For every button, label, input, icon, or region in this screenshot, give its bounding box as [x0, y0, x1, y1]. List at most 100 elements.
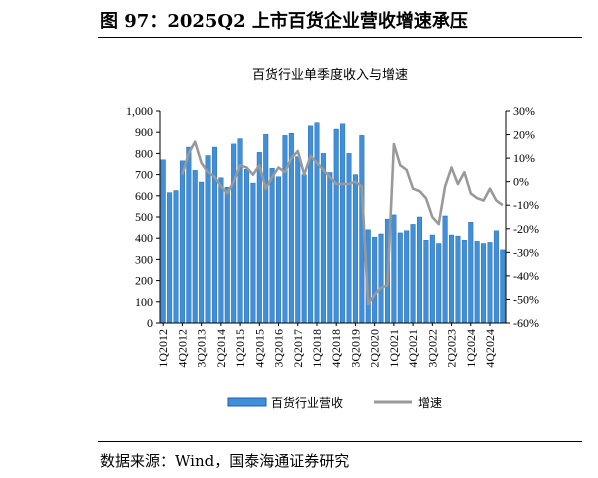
bar	[372, 236, 378, 324]
bar	[269, 168, 275, 324]
bar	[493, 230, 499, 324]
legend-swatch-revenue	[227, 397, 267, 407]
y-right-tick-label: 20%	[513, 128, 535, 142]
bar	[416, 216, 423, 324]
bar	[199, 181, 205, 324]
y-left-tick-label: 400	[135, 231, 153, 245]
x-tick-label: 1Q2015	[233, 329, 247, 368]
bar	[500, 249, 506, 324]
y-left-tick-label: 500	[135, 210, 153, 224]
x-tick-label: 4Q2012	[175, 329, 189, 368]
y-left-tick-label: 1,000	[126, 104, 153, 118]
x-tick-label: 1Q2012	[156, 329, 170, 368]
y-left-tick-label: 800	[135, 146, 153, 160]
y-left-tick-label: 900	[135, 125, 153, 139]
y-right-tick-label: -30%	[513, 245, 539, 259]
x-tick-label: 2Q2017	[291, 329, 305, 368]
bar-series	[160, 122, 506, 324]
x-tick-label: 2Q2014	[214, 329, 228, 368]
bar	[224, 187, 230, 324]
bar	[397, 232, 403, 324]
x-tick-label: 3Q2016	[272, 329, 286, 368]
legend: 百货行业营收 增速	[227, 395, 442, 410]
x-tick-label: 1Q2021	[387, 329, 401, 368]
bar	[192, 170, 198, 324]
bar	[263, 134, 269, 324]
bar	[346, 153, 352, 324]
bar	[314, 122, 320, 324]
y-left-tick-label: 300	[135, 252, 153, 266]
bar	[320, 153, 326, 324]
bar	[295, 156, 301, 324]
bar	[231, 143, 237, 324]
bar	[250, 182, 256, 324]
x-tick-label: 4Q2018	[329, 329, 343, 368]
bar	[391, 214, 397, 324]
bar	[481, 243, 487, 324]
y-left-tick-label: 700	[135, 168, 153, 182]
bar	[429, 234, 435, 324]
bar	[378, 233, 384, 324]
title-rule	[98, 37, 582, 38]
y-left-tick-label: 600	[135, 189, 153, 203]
x-tick-label: 3Q2013	[195, 329, 209, 368]
y-right-tick-label: -10%	[513, 198, 539, 212]
x-tick-label: 2Q2020	[368, 329, 382, 368]
bar	[173, 190, 179, 324]
bar	[340, 123, 346, 324]
bar	[352, 174, 358, 324]
y-right-tick-label: -20%	[513, 222, 539, 236]
bar	[474, 241, 480, 324]
bar	[449, 234, 455, 324]
gridlines	[160, 110, 506, 303]
x-tick-label: 2Q2023	[445, 329, 459, 368]
chart-title: 百货行业单季度收入与增速	[252, 67, 408, 83]
chart: 百货行业单季度收入与增速 0 100 200 300 400 500 600 700 800 90…	[126, 67, 539, 410]
bar	[218, 177, 224, 324]
axes: 0 100 200 300 400 500 600 700 800 900 1,000 -60% -50…	[126, 104, 539, 368]
y-right-tick-label: 10%	[513, 151, 535, 165]
line-series	[181, 140, 504, 306]
bar	[186, 146, 192, 324]
x-tick-label: 4Q2015	[252, 329, 266, 368]
bar	[423, 240, 429, 324]
bar	[404, 230, 410, 324]
bar	[211, 146, 217, 324]
bar	[468, 222, 474, 324]
y-left-tick-label: 200	[135, 274, 153, 288]
y-right-tick-label: -60%	[513, 316, 539, 330]
x-tick-label: 1Q2024	[464, 329, 478, 368]
y-left-tick-label: 100	[135, 295, 153, 309]
source-rule	[98, 441, 582, 442]
bar	[160, 159, 166, 324]
y-right-tick-label: -50%	[513, 292, 539, 306]
bar	[276, 176, 282, 324]
x-tick-label: 4Q2021	[406, 329, 420, 368]
x-tick-label: 4Q2024	[483, 329, 497, 368]
growth-line	[181, 140, 504, 306]
bar	[333, 128, 339, 324]
bar	[256, 152, 262, 324]
bar	[167, 192, 173, 324]
bar	[243, 169, 250, 324]
legend-label-growth: 增速	[418, 396, 442, 410]
bar	[442, 215, 448, 324]
bar	[205, 155, 211, 324]
bar	[436, 243, 442, 324]
bar	[301, 174, 307, 324]
legend-label-revenue: 百货行业营收	[271, 395, 343, 410]
x-tick-label: 1Q2018	[310, 329, 324, 368]
bar	[327, 172, 333, 324]
y-left-tick-label: 0	[147, 316, 153, 330]
bar	[282, 135, 288, 324]
bar	[487, 242, 493, 324]
x-tick-label: 3Q2019	[348, 329, 362, 368]
y-right-tick-label: -40%	[513, 269, 539, 283]
source-note: 数据来源：Wind，国泰海通证券研究	[100, 452, 350, 470]
bar	[179, 160, 185, 324]
x-tick-label: 3Q2022	[425, 329, 439, 368]
bar	[461, 240, 467, 324]
figure-title: 图 97：2025Q2 上市百货企业营收增速承压	[100, 11, 468, 32]
bar	[410, 224, 416, 324]
bar	[455, 235, 461, 324]
